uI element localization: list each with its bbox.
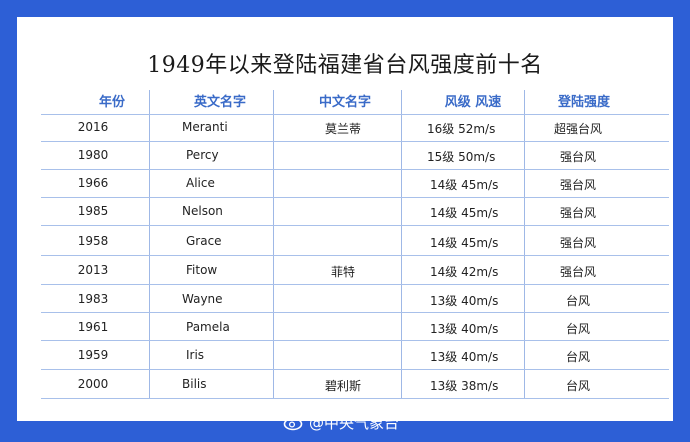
- table-row: 1983 Wayne 13级 40m/s 台风: [17, 292, 673, 316]
- row-rule: [41, 141, 669, 142]
- column-divider: [273, 90, 274, 399]
- row-rule: [41, 369, 669, 370]
- cell-landfall-level: 台风: [565, 379, 590, 393]
- cell-landfall-level: 强台风: [559, 265, 596, 279]
- cell-english-name: Bilis: [182, 377, 207, 391]
- cell-wind: 14级 45m/s: [430, 236, 499, 250]
- cell-wind: 13级 40m/s: [430, 294, 499, 308]
- cell-wind: 13级 40m/s: [430, 350, 499, 364]
- header-landfall: 登陆强度: [557, 95, 610, 110]
- cell-english-name: Percy: [186, 148, 219, 162]
- cell-wind: 13级 40m/s: [430, 322, 499, 336]
- cell-wind: 13级 38m/s: [430, 379, 499, 393]
- column-divider: [524, 90, 525, 399]
- cell-landfall-level: 台风: [565, 322, 590, 336]
- row-rule: [41, 340, 669, 341]
- cell-landfall-level: 超强台风: [553, 122, 602, 136]
- header-rule: [41, 114, 669, 115]
- cell-wind: 16级 52m/s: [427, 122, 496, 136]
- cell-chinese-name: 菲特: [330, 265, 355, 279]
- row-rule: [41, 197, 669, 198]
- cell-chinese-name: 碧利斯: [324, 379, 361, 393]
- cell-wind: 14级 45m/s: [430, 178, 499, 192]
- cell-year: 1958: [77, 234, 109, 248]
- cell-landfall-level: 强台风: [559, 206, 596, 220]
- watermark: @中央气象台: [283, 411, 399, 433]
- table-card: 1949年以来登陆福建省台风强度前十名 年份 英文名字 中文名字 风级 风速 登…: [17, 17, 673, 421]
- cell-english-name: Nelson: [182, 204, 223, 218]
- cell-english-name: Meranti: [182, 120, 228, 134]
- cell-english-name: Fitow: [186, 263, 218, 277]
- cell-english-name: Iris: [186, 348, 205, 362]
- weibo-icon: [283, 415, 304, 431]
- header-cn-name: 中文名字: [318, 95, 371, 110]
- cell-landfall-level: 强台风: [559, 150, 596, 164]
- table-row: 1961 Pamela 13级 40m/s 台风: [17, 320, 673, 344]
- cell-english-name: Wayne: [182, 292, 223, 306]
- cell-landfall-level: 台风: [565, 294, 590, 308]
- cell-wind: 14级 45m/s: [430, 206, 499, 220]
- table-row: 2016 Meranti 莫兰蒂 16级 52m/s 超强台风: [17, 120, 673, 144]
- header-year: 年份: [98, 95, 125, 110]
- cell-chinese-name: 莫兰蒂: [324, 122, 361, 136]
- cell-year: 2013: [77, 263, 109, 277]
- cell-landfall-level: 强台风: [559, 178, 596, 192]
- row-rule: [41, 169, 669, 170]
- row-rule: [41, 225, 669, 226]
- column-divider: [401, 90, 402, 399]
- cell-year: 1959: [77, 348, 109, 362]
- table-row: 1985 Nelson 14级 45m/s 强台风: [17, 204, 673, 228]
- header-wind: 风级 风速: [444, 95, 502, 110]
- cell-english-name: Grace: [186, 234, 222, 248]
- cell-year: 1980: [77, 148, 109, 162]
- cell-wind: 14级 42m/s: [430, 265, 499, 279]
- page-title: 1949年以来登陆福建省台风强度前十名: [147, 53, 543, 78]
- cell-year: 2000: [77, 377, 109, 391]
- cell-year: 1961: [77, 320, 109, 334]
- table-header: 年份 英文名字 中文名字 风级 风速 登陆强度: [17, 91, 673, 113]
- row-rule: [41, 398, 669, 399]
- row-rule: [41, 255, 669, 256]
- cell-english-name: Alice: [186, 176, 215, 190]
- cell-wind: 15级 50m/s: [427, 150, 496, 164]
- cell-year: 2016: [77, 120, 109, 134]
- cell-year: 1985: [77, 204, 109, 218]
- cell-landfall-level: 强台风: [559, 236, 596, 250]
- cell-year: 1966: [77, 176, 109, 190]
- watermark-text: @中央气象台: [309, 413, 400, 432]
- header-en-name: 英文名字: [193, 95, 246, 110]
- table-row: 1966 Alice 14级 45m/s 强台风: [17, 176, 673, 200]
- table-row: 1959 Iris 13级 40m/s 台风: [17, 348, 673, 372]
- cell-landfall-level: 台风: [565, 350, 590, 364]
- table-row: 2000 Bilis 碧利斯 13级 38m/s 台风: [17, 377, 673, 401]
- table-row: 1980 Percy 15级 50m/s 强台风: [17, 148, 673, 172]
- cell-english-name: Pamela: [186, 320, 230, 334]
- column-divider: [149, 90, 150, 399]
- row-rule: [41, 284, 669, 285]
- table-row: 2013 Fitow 菲特 14级 42m/s 强台风: [17, 263, 673, 287]
- cell-year: 1983: [77, 292, 109, 306]
- table-row: 1958 Grace 14级 45m/s 强台风: [17, 234, 673, 258]
- row-rule: [41, 312, 669, 313]
